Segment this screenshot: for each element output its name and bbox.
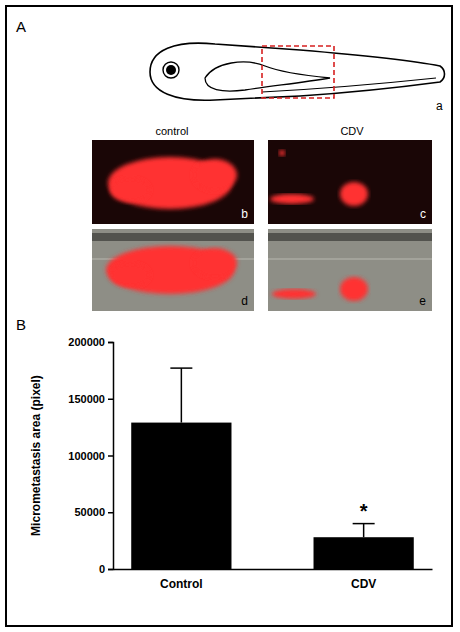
fluorescence [110, 263, 150, 287]
fluorescence [340, 182, 368, 206]
image-label: c [420, 207, 426, 221]
tissue-line [268, 259, 432, 260]
panel-label: B [16, 316, 26, 333]
image-label: a [436, 99, 443, 113]
y-tick: 50000 [74, 506, 113, 518]
y-tick-label: 0 [99, 563, 105, 575]
tissue-band [268, 233, 432, 241]
micrograph-bg [92, 229, 254, 311]
fish-schematic [150, 43, 445, 100]
image-label: b [241, 207, 248, 221]
fish-outline [150, 43, 445, 100]
y-tick-mark [108, 569, 113, 571]
error-cap [353, 523, 375, 525]
figure: A Bcontrol CDV b c d e a 0 50000 100000 150000 20000… [0, 0, 460, 632]
micrograph-content [92, 229, 254, 311]
y-tick-mark [108, 512, 113, 514]
bar [131, 423, 231, 569]
error-stem [363, 524, 365, 538]
x-tick-label: Control [160, 577, 203, 591]
y-axis-line [108, 343, 114, 570]
error-bar [353, 524, 375, 538]
micrograph: e [268, 229, 432, 311]
micrograph-bg [268, 140, 432, 224]
x-tick: Control [160, 569, 203, 591]
frame [6, 6, 452, 626]
fluorescence [279, 150, 285, 156]
fluorescence [193, 248, 237, 278]
y-axis-title: Micrometastasis area (pixel) [29, 375, 43, 536]
fish-eye [163, 62, 179, 78]
y-tick: 100000 [68, 450, 113, 462]
micrograph-content [268, 140, 432, 224]
y-tick-label: 100000 [68, 450, 105, 462]
y-tick-mark [108, 455, 113, 457]
panel-label: A [16, 18, 26, 35]
micrograph-content [92, 140, 254, 224]
plot-marks [131, 368, 414, 569]
image-label: e [419, 294, 426, 308]
x-tick-label: CDV [351, 577, 376, 591]
micrograph-bg [92, 140, 254, 224]
fish-pupil [166, 65, 176, 75]
image-title: CDV [340, 125, 364, 137]
y-axis: 0 50000 100000 150000 200000 [68, 336, 113, 575]
fluorescence [270, 194, 314, 204]
fluorescence [110, 178, 150, 202]
y-tick-label: 50000 [74, 506, 105, 518]
fluorescence [272, 289, 316, 299]
micrograph: b [92, 140, 254, 224]
x-axis-line [114, 569, 433, 571]
y-tick-mark [108, 342, 113, 344]
micrograph-bg [268, 229, 432, 311]
image-title: control [155, 125, 188, 137]
tissue-band [92, 233, 254, 241]
fish-yolk [205, 62, 330, 91]
error-cap [170, 367, 192, 369]
annotation: * [360, 500, 368, 522]
fluorescence [193, 159, 237, 191]
x-axis: Control CDV [114, 569, 433, 591]
micrograph-content [268, 229, 432, 311]
error-stem [181, 368, 183, 422]
micrograph: d [92, 229, 254, 311]
image-label: d [241, 294, 248, 308]
y-tick: 0 [99, 563, 113, 575]
micrograph: c [268, 140, 432, 224]
region-box [262, 46, 334, 98]
y-tick: 200000 [68, 336, 113, 348]
y-tick-label: 150000 [68, 393, 105, 405]
x-tick: CDV [351, 569, 376, 591]
bar [314, 537, 414, 569]
fish-fin [262, 78, 436, 92]
y-tick-label: 200000 [68, 336, 105, 348]
error-bar [170, 368, 192, 422]
y-tick: 150000 [68, 393, 113, 405]
fluorescence [340, 277, 368, 301]
y-tick-mark [108, 399, 113, 401]
